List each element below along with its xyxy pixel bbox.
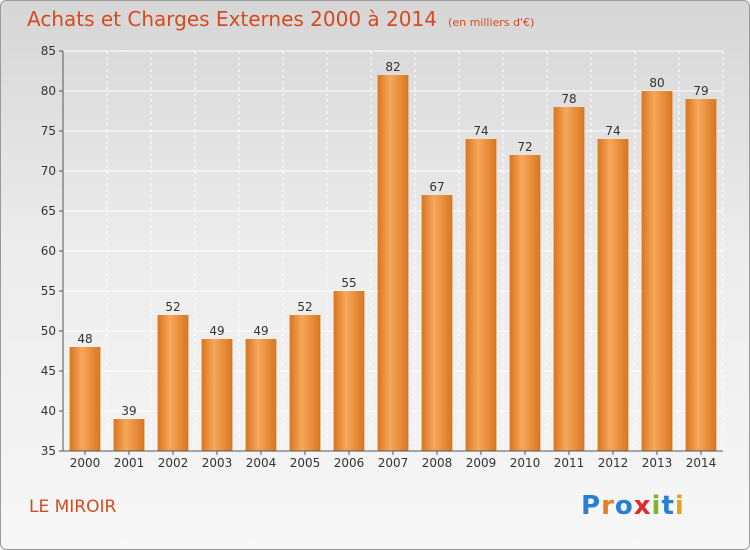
data-label: 67: [429, 180, 444, 194]
data-label: 82: [385, 60, 400, 74]
x-tick-label: 2013: [642, 456, 673, 470]
commune-name: LE MIROIR: [29, 497, 117, 517]
data-label: 80: [649, 76, 664, 90]
data-labels: 48 39 52 49 49 52 55 82 67 74 72 78 74 80 79: [77, 60, 708, 418]
logo-letter: r: [601, 491, 615, 521]
y-tick-label: 35: [41, 444, 56, 458]
unit-note: (en milliers d'€): [448, 16, 535, 29]
y-tick-label: 75: [41, 124, 56, 138]
x-tick-label: 2003: [202, 456, 233, 470]
data-label: 48: [77, 332, 92, 346]
bar: [289, 315, 321, 451]
bar: [465, 139, 497, 451]
data-label: 39: [121, 404, 136, 418]
x-tick-label: 2009: [466, 456, 497, 470]
bar: [597, 139, 629, 451]
bar: [553, 107, 585, 451]
data-label: 52: [165, 300, 180, 314]
y-tick-label: 55: [41, 284, 56, 298]
x-tick-label: 2007: [378, 456, 409, 470]
x-tick-label: 2005: [290, 456, 321, 470]
y-tick-label: 80: [41, 84, 56, 98]
bar: [69, 347, 101, 451]
logo-letter: i: [674, 491, 685, 521]
x-tick-label: 2008: [422, 456, 453, 470]
y-tick-label: 60: [41, 244, 56, 258]
x-tick-label: 2000: [70, 456, 101, 470]
data-label: 49: [253, 324, 268, 338]
x-tick-label: 2014: [686, 456, 717, 470]
chart-title: Achats et Charges Externes 2000 à 2014 (…: [27, 7, 534, 31]
y-tick-label: 50: [41, 324, 56, 338]
data-label: 74: [605, 124, 620, 138]
logo-letter: t: [661, 491, 675, 521]
bars: [69, 75, 717, 451]
data-label: 55: [341, 276, 356, 290]
bar: [113, 419, 145, 451]
logo-letter: o: [614, 491, 634, 521]
bar: [377, 75, 409, 451]
bar: [421, 195, 453, 451]
x-tick-label: 2002: [158, 456, 189, 470]
x-tick-label: 2001: [114, 456, 145, 470]
x-tick-label: 2004: [246, 456, 277, 470]
data-label: 78: [561, 92, 576, 106]
logo-letter: P: [581, 491, 602, 521]
y-tick-label: 85: [41, 44, 56, 58]
y-tick-label: 45: [41, 364, 56, 378]
x-tick-label: 2012: [598, 456, 629, 470]
x-tick-label: 2011: [554, 456, 585, 470]
bar: [333, 291, 365, 451]
y-tick-label: 65: [41, 204, 56, 218]
logo-letter: i: [651, 491, 662, 521]
data-label: 74: [473, 124, 488, 138]
bar: [685, 99, 717, 451]
bar: [509, 155, 541, 451]
axes: 35 40 45 50 55 60 65 70 75 80 85 2000 2001 2002 2003 20…: [41, 44, 723, 470]
title-text: Achats et Charges Externes 2000 à 2014: [27, 7, 437, 31]
bar: [201, 339, 233, 451]
data-label: 72: [517, 140, 532, 154]
y-tick-label: 40: [41, 404, 56, 418]
bar: [245, 339, 277, 451]
y-tick-label: 70: [41, 164, 56, 178]
logo-letter: x: [633, 491, 652, 521]
data-label: 49: [209, 324, 224, 338]
bar: [641, 91, 673, 451]
x-tick-label: 2010: [510, 456, 541, 470]
x-tick-label: 2006: [334, 456, 365, 470]
data-label: 52: [297, 300, 312, 314]
data-label: 79: [693, 84, 708, 98]
proxiti-logo: Proxiti: [581, 491, 685, 521]
bar: [157, 315, 189, 451]
